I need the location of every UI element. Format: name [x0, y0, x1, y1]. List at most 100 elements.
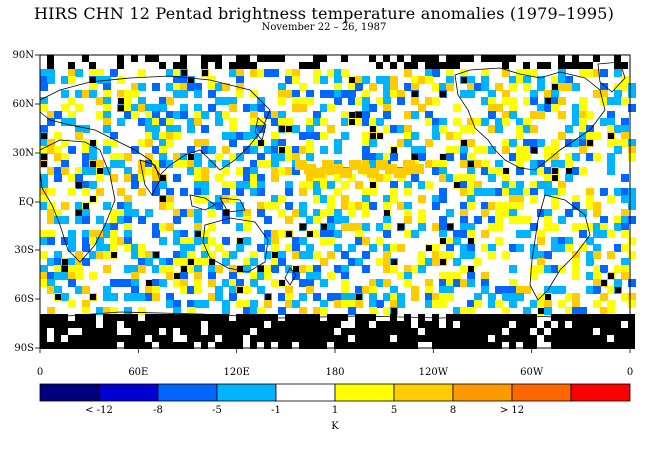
anomaly-cell [467, 125, 475, 133]
anomaly-cell [304, 164, 316, 174]
missing-cell [446, 55, 453, 62]
missing-cell [54, 335, 61, 342]
anomaly-cell [187, 83, 195, 91]
anomaly-cell [208, 104, 216, 112]
anomaly-cell [628, 195, 636, 203]
anomaly-cell [180, 279, 188, 287]
anomaly-cell [467, 139, 475, 147]
missing-cell [243, 314, 250, 321]
anomaly-cell [96, 76, 104, 84]
missing-cell [306, 342, 313, 349]
anomaly-cell [404, 265, 412, 273]
anomaly-cell [110, 160, 118, 168]
anomaly-cell [607, 125, 615, 133]
anomaly-cell [516, 181, 524, 189]
anomaly-cell [341, 111, 349, 119]
anomaly-cell [159, 153, 167, 161]
missing-cell [369, 335, 376, 342]
anomaly-cell [551, 160, 559, 168]
missing-cell [600, 321, 607, 328]
anomaly-cell [299, 202, 307, 210]
anomaly-cell [264, 146, 272, 154]
anomaly-cell [376, 153, 384, 161]
missing-cell [180, 321, 187, 328]
anomaly-cell [257, 181, 265, 189]
missing-cell [523, 335, 530, 342]
anomaly-cell [313, 188, 321, 196]
anomaly-cell [362, 111, 370, 119]
anomaly-cell [523, 153, 531, 161]
missing-cell [258, 140, 264, 146]
anomaly-cell [341, 202, 349, 210]
anomaly-cell [173, 132, 181, 140]
missing-cell [215, 314, 222, 321]
anomaly-cell [173, 83, 181, 91]
anomaly-cell [397, 90, 405, 98]
anomaly-cell [544, 209, 552, 217]
anomaly-cell [187, 244, 195, 252]
missing-cell [152, 335, 159, 342]
missing-cell [160, 196, 166, 202]
missing-cell [124, 314, 131, 321]
anomaly-cell [250, 132, 258, 140]
anomaly-cell [530, 111, 538, 119]
anomaly-cell [222, 251, 230, 259]
anomaly-cell [40, 272, 48, 280]
missing-cell [481, 335, 488, 342]
anomaly-cell [215, 265, 223, 273]
missing-cell [615, 287, 621, 293]
anomaly-cell [152, 146, 160, 154]
anomaly-cell [103, 202, 111, 210]
anomaly-cell [481, 209, 489, 217]
anomaly-cell [502, 209, 510, 217]
anomaly-cell [593, 209, 601, 217]
missing-cell [90, 77, 96, 83]
anomaly-cell [432, 244, 440, 252]
anomaly-cell [208, 146, 216, 154]
anomaly-cell [355, 286, 363, 294]
missing-cell [237, 238, 243, 244]
anomaly-cell [614, 216, 622, 224]
missing-cell [75, 335, 82, 342]
missing-cell [313, 328, 320, 335]
anomaly-cell [362, 153, 370, 161]
missing-cell [502, 62, 509, 69]
colorbar-segment [452, 383, 513, 402]
colorbar-segment [511, 383, 572, 402]
anomaly-cell [124, 195, 132, 203]
anomaly-cell [236, 153, 244, 161]
anomaly-cell [208, 223, 216, 231]
map-title: HIRS CHN 12 Pentad brightness temperatur… [33, 4, 615, 23]
anomaly-cell [222, 279, 230, 287]
missing-cell [551, 342, 558, 349]
missing-cell [579, 342, 586, 349]
anomaly-cell [264, 272, 272, 280]
anomaly-cell [600, 307, 608, 315]
anomaly-cell [376, 160, 388, 170]
anomaly-cell [607, 251, 615, 259]
missing-cell [432, 328, 439, 335]
anomaly-cell [117, 216, 125, 224]
anomaly-cell [495, 237, 503, 245]
anomaly-cell [201, 167, 209, 175]
anomaly-cell [327, 195, 335, 203]
missing-cell [222, 314, 229, 321]
anomaly-cell [131, 90, 139, 98]
anomaly-cell [61, 160, 69, 168]
missing-cell [453, 328, 460, 335]
anomaly-cell [439, 279, 447, 287]
anomaly-cell [68, 118, 76, 126]
missing-cell [138, 328, 145, 335]
missing-cell [446, 335, 453, 342]
missing-cell [299, 321, 306, 328]
anomaly-cell [383, 293, 391, 301]
missing-cell [376, 328, 383, 335]
anomaly-cell [474, 293, 482, 301]
anomaly-cell [621, 195, 629, 203]
anomaly-cell [145, 125, 153, 133]
anomaly-cell [264, 230, 272, 238]
missing-cell [159, 314, 166, 321]
missing-cell [579, 62, 586, 69]
anomaly-cell [355, 76, 363, 84]
anomaly-cell [159, 146, 167, 154]
